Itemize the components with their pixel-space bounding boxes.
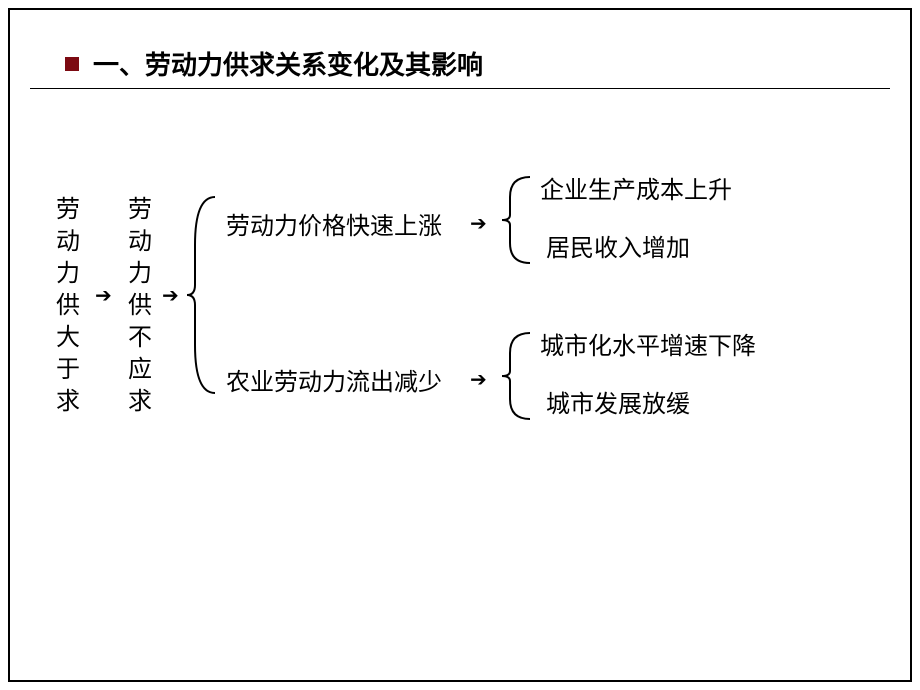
arrow-icon: ➔ xyxy=(470,214,487,234)
branch1-sub2: 居民收入增加 xyxy=(546,228,690,263)
bracket-icon xyxy=(185,195,219,395)
branch2-sub1: 城市化水平增速下降 xyxy=(540,326,756,361)
branch1-sub1: 企业生产成本上升 xyxy=(540,170,732,205)
slide-title: 一、劳动力供求关系变化及其影响 xyxy=(93,51,483,80)
branch2-sub2: 城市发展放缓 xyxy=(546,384,690,419)
arrow-icon: ➔ xyxy=(162,286,179,306)
arrow-icon: ➔ xyxy=(470,370,487,390)
title-underline xyxy=(30,88,890,89)
col2-text: 劳动力供不应求 xyxy=(128,194,152,418)
vertical-text-col2: 劳动力供不应求 xyxy=(128,194,152,418)
title-marker-icon xyxy=(65,57,79,71)
branch2-label: 农业劳动力流出减少 xyxy=(226,362,442,397)
arrow-icon: ➔ xyxy=(95,286,112,306)
branch1-label: 劳动力价格快速上涨 xyxy=(226,206,442,241)
vertical-text-col1: 劳动力供大于求 xyxy=(56,194,80,418)
title-area: 一、劳动力供求关系变化及其影响 xyxy=(65,45,483,82)
col1-text: 劳动力供大于求 xyxy=(56,194,80,418)
bracket-icon xyxy=(500,331,534,421)
bracket-icon xyxy=(500,175,534,265)
